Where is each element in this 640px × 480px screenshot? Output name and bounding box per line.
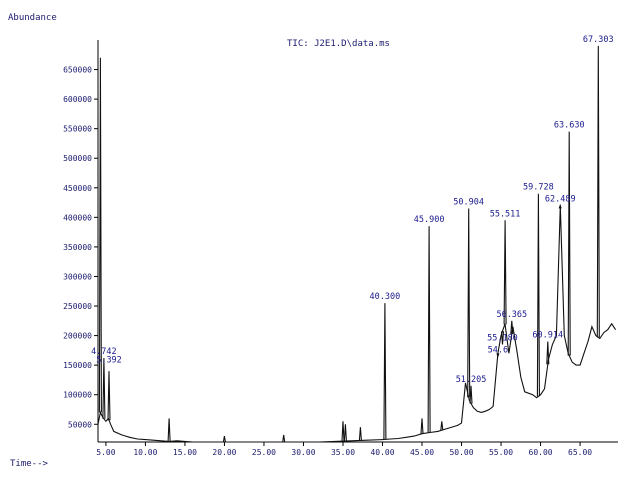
y-tick-label: 250000 [63,302,92,311]
peak-label: 50.904 [453,197,484,207]
x-tick-label: 20.00 [212,448,236,457]
x-ticks: 5.00 10.00 15.00 20.00 25.00 30.00 35.00 40.00 4… [96,442,592,457]
x-tick-label: 45.00 [410,448,434,457]
x-tick-label: 25.00 [252,448,276,457]
y-tick-label: 500000 [63,154,92,163]
peak-spike [440,421,444,431]
y-tick-label: 50000 [68,420,92,429]
peak-label: 51.205 [456,375,487,385]
peak-spike [496,353,500,359]
peak-spike [500,331,505,345]
peak-spike [469,385,473,404]
y-axis-label: Abundance [8,13,57,23]
peak-spike [383,303,387,440]
x-tick-label: 60.00 [529,448,553,457]
peak-label: 4.742 [91,347,117,357]
x-tick-label: 5.00 [96,448,115,457]
peak-label: 55.511 [490,209,521,219]
peak-spike [536,193,540,397]
x-axis-label: Time--> [10,459,49,469]
peak-label: 40.300 [370,292,401,302]
y-tick-label: 400000 [63,213,92,222]
peak-spike [546,341,550,365]
x-tick-label: 35.00 [331,448,355,457]
peak-label: 54.6 [488,345,508,355]
x-tick-label: 65.00 [568,448,592,457]
peak-label: 56.365 [496,310,527,320]
peak-label: 55.180 [487,333,518,343]
peak-spike [567,131,571,356]
y-tick-label: 550000 [63,125,92,134]
x-tick-label: 10.00 [133,448,157,457]
peak-label: 67.303 [583,35,614,45]
axes [97,40,618,443]
peak-spike [107,371,111,421]
y-tick-label: 150000 [63,361,92,370]
peak-label: 45.900 [414,215,445,225]
trace-group [97,45,617,443]
y-tick-label: 200000 [63,332,92,341]
x-tick-label: 30.00 [291,448,315,457]
peak-spike [558,203,562,209]
y-tick-label: 600000 [63,95,92,104]
x-tick-label: 55.00 [489,448,513,457]
peak-spike [222,436,226,443]
peak-spike [510,320,514,334]
peak-spike [467,208,471,398]
peak-spike [341,421,345,442]
peak-spike [343,424,347,442]
peak-spike [596,45,600,338]
peak-label: 62.489 [545,195,576,205]
y-ticks: 50000 100000 150000 200000 250000 300000 35000… [63,66,98,429]
chart-title: TIC: J2E1.D\data.ms [287,39,390,49]
peak-spike [282,434,286,443]
peak-spike [420,418,424,434]
x-tick-label: 50.00 [449,448,473,457]
y-tick-label: 350000 [63,243,92,252]
peak-spike [102,358,106,419]
peak-spike [358,427,362,441]
y-tick-label: 100000 [63,391,92,400]
peak-label: 63.630 [554,121,585,131]
x-tick-label: 15.00 [173,448,197,457]
peak-spike [427,226,431,433]
peak-spike [167,418,171,442]
peak-spike [98,57,102,413]
y-tick-label: 450000 [63,184,92,193]
peak-label: 5.392 [96,355,122,365]
y-tick-label: 300000 [63,272,92,281]
x-tick-label: 40.00 [370,448,394,457]
peak-spike [503,220,507,325]
peak-label: 60.914 [532,331,563,341]
peak-label: 59.728 [523,183,554,193]
y-tick-label: 650000 [63,66,92,75]
